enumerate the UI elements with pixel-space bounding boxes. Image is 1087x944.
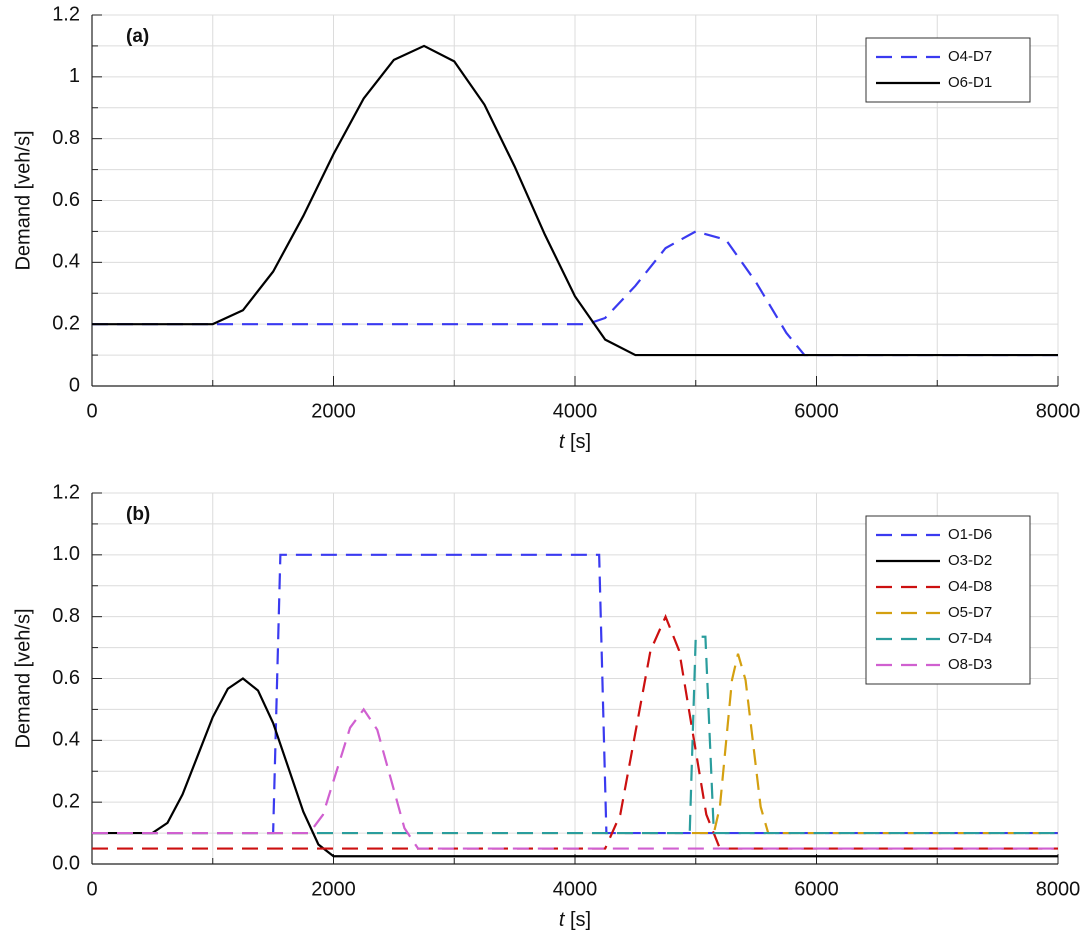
series-line (92, 230, 1058, 357)
x-tick-label: 8000 (1036, 400, 1081, 422)
legend: O4-D7 O6-D1 (865, 37, 1031, 103)
series-line (92, 613, 1058, 850)
series-line (92, 653, 1058, 835)
y-axis-label: Demand [veh/s] (12, 130, 34, 270)
x-axis-symbol: t (559, 909, 566, 931)
x-tick-label: 4000 (553, 400, 598, 422)
y-tick-label: 0.8 (52, 605, 80, 627)
legend-label: O5-D7 (948, 604, 992, 621)
x-tick-label: 6000 (794, 400, 839, 422)
y-tick-label: 0.6 (52, 667, 80, 689)
x-axis-symbol: t (559, 431, 566, 453)
series-line (92, 44, 1058, 357)
legend-label: O6-D1 (948, 74, 992, 91)
x-tick-label: 2000 (311, 878, 356, 900)
x-tick-label: 0 (86, 878, 97, 900)
x-tick-label: 0 (86, 400, 97, 422)
panel-label: (a) (126, 26, 149, 47)
legend-box (865, 37, 1031, 103)
series-line (92, 707, 1058, 850)
y-tick-label: 1.2 (52, 481, 80, 503)
y-tick-label: 1.2 (52, 3, 80, 25)
series-line (92, 677, 1058, 858)
y-tick-label: 0.2 (52, 312, 80, 334)
x-axis-label: t [s] (559, 909, 591, 931)
legend-label: O3-D2 (948, 552, 992, 569)
y-tick-label: 1.0 (52, 543, 80, 565)
x-tick-label: 6000 (794, 878, 839, 900)
x-tick-label: 4000 (553, 878, 598, 900)
y-tick-label: 0 (69, 374, 80, 396)
y-tick-label: 1 (69, 65, 80, 87)
x-axis-unit: [s] (570, 431, 591, 453)
y-tick-label: 0.4 (52, 251, 80, 273)
y-tick-label: 0.0 (52, 852, 80, 874)
legend-label: O7-D4 (948, 630, 992, 647)
legend-label: O8-D3 (948, 656, 992, 673)
legend: O1-D6 O3-D2 O4-D8 O5-D7 O7-D4 O8-D3 (865, 515, 1031, 685)
x-axis-unit: [s] (570, 909, 591, 931)
y-tick-label: 0.8 (52, 127, 80, 149)
x-tick-label: 8000 (1036, 878, 1081, 900)
y-tick-label: 0.4 (52, 729, 80, 751)
legend-box (865, 515, 1031, 685)
x-axis-label: t [s] (559, 431, 591, 453)
x-tick-label: 2000 (311, 400, 356, 422)
legend-label: O1-D6 (948, 526, 992, 543)
y-axis-label: Demand [veh/s] (12, 608, 34, 748)
legend-label: O4-D8 (948, 578, 992, 595)
y-tick-label: 0.6 (52, 189, 80, 211)
panel-label: (b) (126, 504, 150, 525)
y-tick-label: 0.2 (52, 790, 80, 812)
legend-label: O4-D7 (948, 48, 992, 65)
series-line (92, 635, 1058, 835)
